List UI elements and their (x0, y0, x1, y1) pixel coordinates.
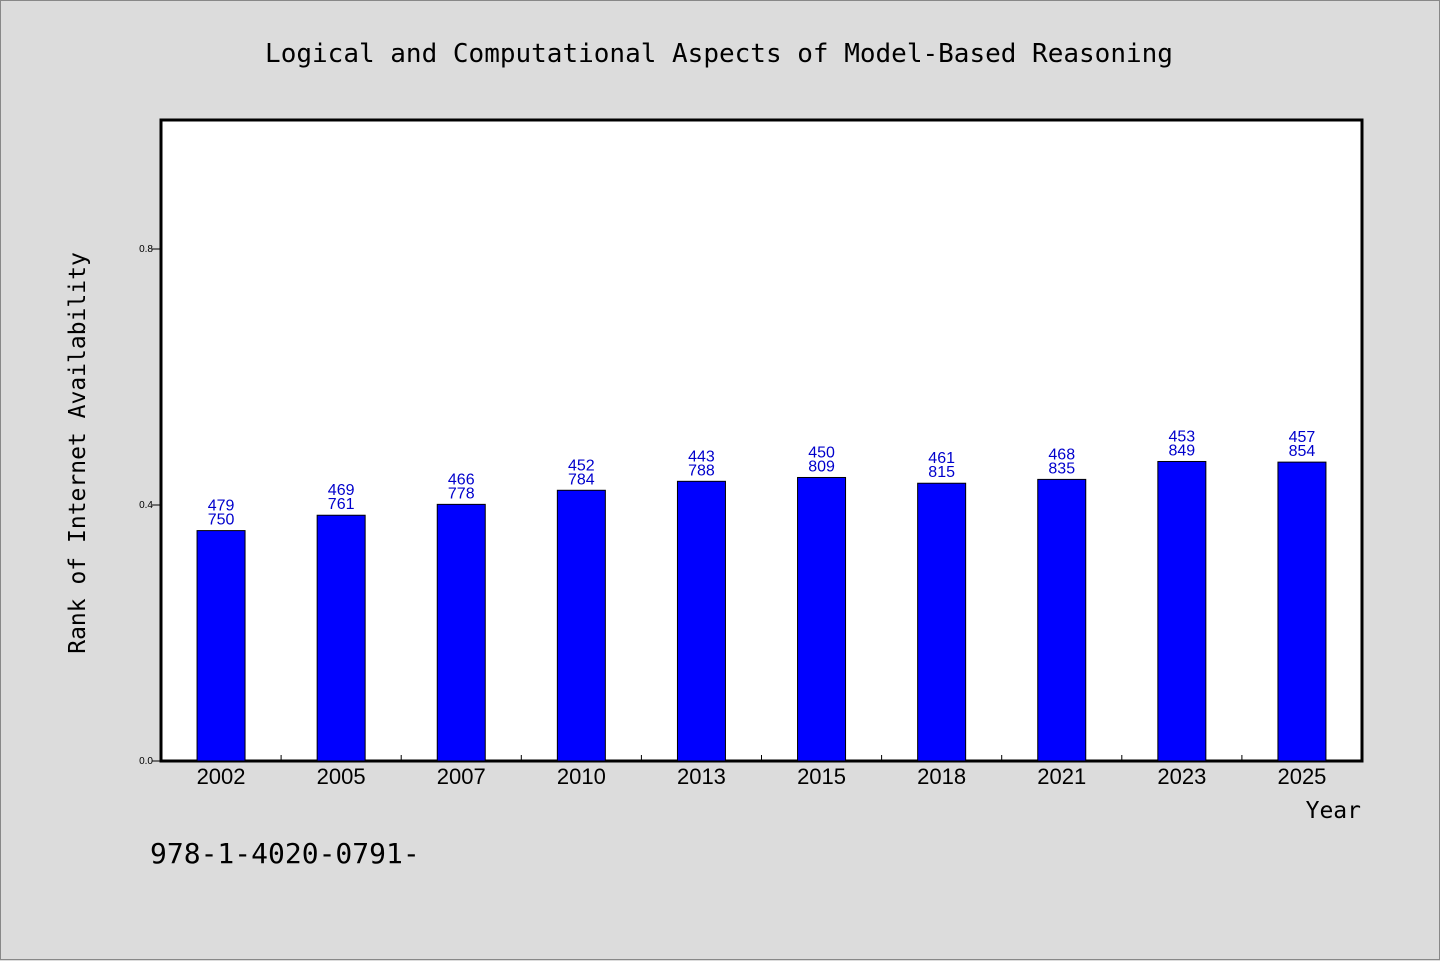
x-tick-label: 2005 (317, 764, 366, 789)
x-tick-label: 2015 (797, 764, 846, 789)
chart-title: Logical and Computational Aspects of Mod… (265, 39, 1173, 69)
bar (676, 480, 726, 762)
bar (917, 482, 967, 762)
x-tick-label: 2021 (1037, 764, 1086, 789)
data-label-bottom: 750 (208, 512, 235, 529)
bar (1037, 478, 1087, 762)
bar (196, 530, 246, 762)
x-tick-label: 2010 (557, 764, 606, 789)
data-label-bottom: 784 (568, 471, 595, 488)
data-label-bottom: 835 (1048, 460, 1075, 477)
x-tick-label: 2007 (437, 764, 486, 789)
y-axis-ticks: 0.0 0.4 0.8 (139, 244, 161, 767)
data-label-bottom: 854 (1289, 443, 1316, 460)
data-label-bottom: 809 (808, 458, 835, 475)
bar (1277, 461, 1327, 762)
y-tick-label: 0.0 (139, 756, 153, 767)
x-tick-label: 2002 (197, 764, 246, 789)
x-tick-label: 2013 (677, 764, 726, 789)
x-tick-label: 2023 (1157, 764, 1206, 789)
bar (1157, 460, 1207, 762)
data-label-top: 450 (808, 444, 835, 461)
data-label-top: 443 (688, 448, 715, 465)
x-tick-label: 2025 (1277, 764, 1326, 789)
data-label-top: 453 (1168, 428, 1195, 445)
data-label-top: 468 (1048, 446, 1075, 463)
data-label-bottom: 761 (328, 496, 355, 513)
bar (797, 476, 847, 762)
bar (316, 514, 366, 762)
x-axis-ticks: 2002 2005 2007 2010 2013 2015 2018 2021 2023 2025 (197, 755, 1326, 789)
x-axis-label: Year (1306, 798, 1361, 824)
bars (196, 460, 1327, 762)
data-label-bottom: 849 (1168, 442, 1195, 459)
y-tick-label: 0.4 (139, 500, 153, 511)
data-label-bottom: 815 (928, 464, 955, 481)
bar (556, 489, 606, 762)
data-label-bottom: 778 (448, 485, 475, 502)
footer-isbn: 978-1-4020-0791- (150, 837, 420, 870)
data-label-top: 466 (448, 471, 475, 488)
data-label-bottom: 788 (688, 462, 715, 479)
y-tick-label: 0.8 (139, 244, 153, 255)
data-label-top: 457 (1289, 429, 1316, 446)
data-label-top: 461 (928, 450, 955, 467)
bar (436, 503, 486, 762)
data-label-top: 452 (568, 457, 595, 474)
x-tick-label: 2018 (917, 764, 966, 789)
data-label-top: 479 (208, 498, 235, 515)
data-label-top: 469 (328, 482, 355, 499)
y-axis-label: Rank of Internet Availability (65, 252, 91, 654)
